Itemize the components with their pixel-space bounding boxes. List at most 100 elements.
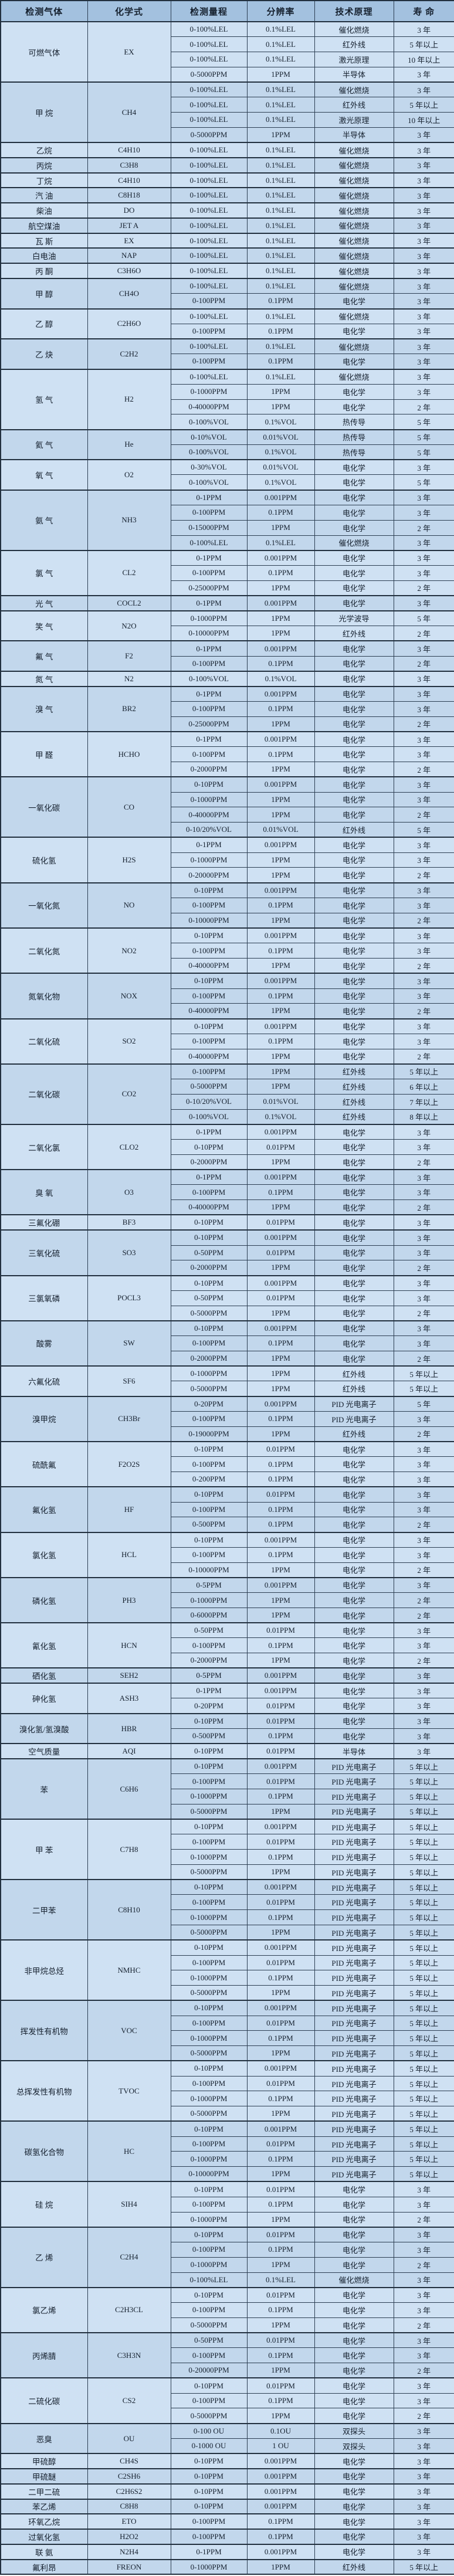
gas-name-cell: 可燃气体 [0,21,88,83]
gas-name-cell: 甲 烷 [0,81,88,143]
range-cell: 0-100PPM [170,1955,248,1971]
resolution-cell: 0.001PPM [246,1275,315,1291]
range-cell: 0-20PPM [170,1698,248,1714]
col-header-resolution: 分辨率 [246,0,315,22]
resolution-cell: 0.001PPM [246,2000,315,2016]
principle-cell: 电化学 [314,730,394,747]
principle-cell: 催化燃烧 [314,21,394,38]
table-row: 0-100%LEL 0.1%LEL 催化燃烧 3 年 [1,535,454,551]
principle-cell: 电化学 [314,1637,394,1654]
lifespan-cell: 5 年 [393,822,454,838]
range-cell: 0-100PPM [170,1773,248,1790]
table-row: 0-100PPM 0.01PPM PID 光电离子 5 年以上 [1,2075,454,2092]
gas-name-cell: 丙烷 [0,157,88,174]
range-cell: 0-10PPM [170,2377,248,2394]
table-row: 0-100PPM 0.1PPM 电化学 3 年 [1,1033,454,1049]
resolution-cell: 0.1PPM [246,505,315,521]
formula-cell: C2H6O [87,308,171,339]
principle-cell: 电化学 [314,1154,394,1170]
resolution-cell: 0.1PPM [246,2513,315,2530]
gas-name-cell: 甲 苯 [0,1819,88,1880]
gas-name-cell: 氟利昂 [0,2558,88,2575]
gas-name-cell: 臭 氧 [0,1169,88,1215]
principle-cell: 电化学 [314,1260,394,1276]
range-cell: 0-10PPM [170,1139,248,1155]
table-row: 苯 C6H6 0-10PPM 0.001PPM PID 光电离子 5 年以上 [0,1758,454,1820]
range-cell: 0-10PPM [170,1018,248,1034]
table-row: 0-2000PPM 1PPM 电化学 2 年 [1,1154,454,1170]
table-row: 0-10000PPM 1PPM 电化学 2 年 [1,912,454,929]
range-cell: 0-100PPM [170,2015,248,2031]
table-row: 二氧化氯 CLO2 0-1PPM 0.001PPM 电化学 3 年 [0,1123,454,1170]
gas-name-cell: 二甲苯 [0,1879,88,1941]
lifespan-cell: 7 年以上 [393,1093,454,1110]
gas-name-cell: 乙烷 [0,142,88,158]
principle-cell: 电化学 [314,1123,394,1140]
lifespan-cell: 5 年以上 [393,1970,454,1986]
principle-cell: PID 光电离子 [314,1803,394,1820]
resolution-cell: 0.1PPM [246,1335,315,1351]
gas-name-cell: 硒化氢 [0,1667,88,1684]
range-cell: 0-100%LEL [170,535,248,551]
formula-cell: HCHO [87,730,171,777]
range-cell: 0-10PPM [170,1214,248,1231]
gas-name-cell: 硅 烷 [0,2181,88,2228]
lifespan-cell: 2 年 [393,912,454,929]
resolution-cell: 0.1%LEL [246,368,315,385]
principle-cell: 电化学 [314,1229,394,1246]
table-row: 0-1000PPM 1PPM 电化学 3 年 [1,852,454,868]
range-cell: 0-10PPM [170,1229,248,1246]
range-cell: 0-10000PPM [170,626,248,641]
principle-cell: PID 光电离子 [314,1819,394,1835]
lifespan-cell: 2 年 [393,1154,454,1170]
range-cell: 0-100%LEL [170,247,248,264]
principle-cell: PID 光电离子 [314,2000,394,2016]
lifespan-cell: 2 年 [393,519,454,536]
lifespan-cell: 3 年 [393,1637,454,1654]
resolution-cell: 1PPM [246,2045,315,2061]
gas-name-cell: 乙 醇 [0,308,88,339]
resolution-cell: 0.01PPM [246,1440,315,1457]
principle-cell: PID 光电离子 [314,2060,394,2077]
resolution-cell: 0.01PPM [246,2075,315,2092]
formula-cell: O3 [87,1169,171,1215]
range-cell: 0-100%LEL [170,97,248,113]
resolution-cell: 0.1PPM [246,2393,315,2409]
range-cell: 0-10PPM [170,1758,248,1775]
principle-cell: 电化学 [314,988,394,1004]
range-cell: 0-10PPM [170,2498,248,2514]
principle-cell: PID 光电离子 [314,1789,394,1804]
lifespan-cell: 2 年 [393,957,454,974]
range-cell: 0-5000PPM [170,1305,248,1321]
range-cell: 0-500PPM [170,1728,248,1744]
principle-cell: 电化学 [314,807,394,823]
resolution-cell: 0.1%LEL [246,157,315,174]
lifespan-cell: 3 年 [393,1728,454,1744]
formula-cell: C4H10 [87,142,171,158]
resolution-cell: 1PPM [246,2106,315,2122]
lifespan-cell: 5 年以上 [393,1924,454,1941]
gas-name-cell: 挥发性有机物 [0,2000,88,2061]
principle-cell: PID 光电离子 [314,1849,394,1865]
range-cell: 0-100PPM [170,2347,248,2364]
principle-cell: PID 光电离子 [314,2136,394,2152]
lifespan-cell: 2 年 [393,1607,454,1623]
lifespan-cell: 3 年 [393,1622,454,1639]
gas-name-cell: 六氟化硫 [0,1365,88,1397]
resolution-cell: 0.01PPM [246,1955,315,1971]
principle-cell: 电化学 [314,2317,394,2333]
range-cell: 0-500PPM [170,1517,248,1533]
table-row: 三氯氧磷 POCL3 0-10PPM 0.001PPM 电化学 3 年 [0,1275,454,1321]
formula-cell: C7H8 [87,1819,171,1880]
range-cell: 0-10PPM [170,2181,248,2197]
table-row: 柴油 DO 0-100%LEL 0.1%LEL 催化燃烧 3 年 [0,202,454,219]
formula-cell: CH4O [87,278,171,310]
table-row: 0-1000PPM 1PPM 电化学 3 年 [1,791,454,808]
range-cell: 0-2000PPM [170,1260,248,1276]
principle-cell: 电化学 [314,1320,394,1337]
resolution-cell: 0.001PPM [246,1320,315,1337]
principle-cell: PID 光电离子 [314,1985,394,2001]
table-row: 氟化氢 HF 0-10PPM 0.01PPM 电化学 3 年 [0,1486,454,1533]
table-row: 白电油 NAP 0-100%LEL 0.1%LEL 催化燃烧 3 年 [0,247,454,264]
lifespan-cell: 3 年 [393,776,454,793]
